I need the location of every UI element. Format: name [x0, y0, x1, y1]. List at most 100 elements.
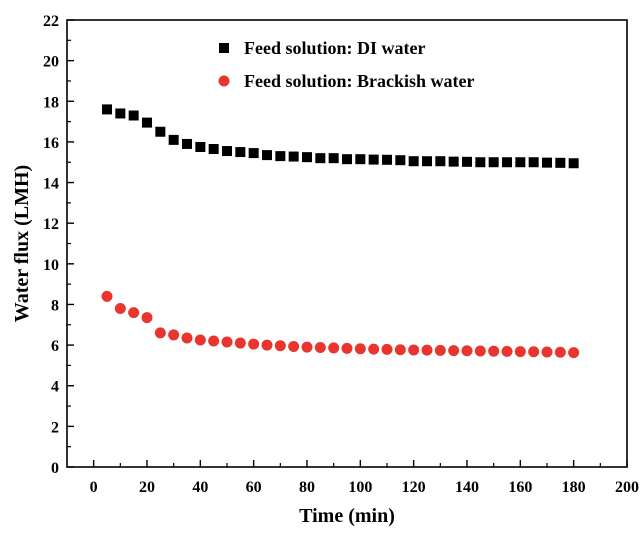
x-tick-label: 140 — [455, 479, 479, 496]
data-point — [501, 345, 513, 357]
x-tick-label: 80 — [299, 479, 315, 496]
data-point — [541, 346, 553, 358]
y-tick-label: 6 — [51, 338, 59, 355]
data-point — [208, 335, 220, 347]
data-point — [488, 157, 499, 168]
data-point — [381, 343, 393, 355]
data-point — [194, 334, 206, 346]
x-tick-label: 200 — [615, 479, 639, 496]
data-point — [355, 154, 366, 165]
data-point — [102, 104, 112, 115]
data-point — [235, 147, 246, 158]
series-brackish-water — [101, 290, 580, 359]
data-point — [195, 141, 206, 152]
y-tick-label: 20 — [43, 54, 59, 71]
data-point — [514, 346, 526, 358]
data-point — [528, 157, 539, 168]
data-point — [222, 146, 232, 157]
legend-marker — [219, 43, 229, 53]
x-tick-label: 40 — [192, 479, 208, 496]
y-tick-label: 12 — [43, 216, 59, 233]
y-tick-label: 4 — [51, 379, 59, 396]
y-axis-title: Water flux (LMH) — [11, 165, 33, 322]
data-point — [542, 157, 552, 168]
points-layer — [101, 104, 580, 359]
data-point — [128, 307, 140, 319]
data-point — [168, 329, 180, 341]
y-tick-label: 16 — [43, 135, 59, 152]
legend-label: Feed solution: DI water — [244, 38, 425, 58]
ticks-layer: 0 20 40 60 80 100 120 140 160 180 200 0 2 4 6 8 10 12 14 16… — [43, 13, 639, 496]
x-tick-label: 100 — [348, 479, 372, 496]
data-point — [434, 344, 446, 356]
y-tick-label: 0 — [51, 460, 59, 477]
data-point — [262, 150, 272, 161]
data-point — [341, 342, 353, 354]
x-tick-label: 120 — [402, 479, 426, 496]
data-point — [234, 337, 246, 349]
data-point — [502, 157, 512, 168]
data-point — [181, 332, 193, 344]
x-tick-label: 160 — [508, 479, 532, 496]
y-tick-label: 22 — [43, 13, 59, 30]
data-point — [114, 303, 126, 315]
data-point — [515, 157, 526, 168]
data-point — [128, 110, 139, 121]
x-tick-label: 0 — [90, 479, 98, 496]
data-point — [115, 108, 126, 119]
data-point — [368, 154, 379, 165]
data-point — [168, 134, 179, 145]
data-point — [368, 343, 380, 355]
data-point — [422, 156, 432, 167]
data-point — [288, 341, 300, 353]
data-point — [408, 344, 420, 356]
data-point — [275, 151, 286, 162]
data-point — [475, 157, 486, 168]
data-point — [528, 346, 540, 358]
data-point — [314, 342, 326, 354]
series-di-water — [102, 104, 579, 169]
data-point — [554, 346, 566, 358]
data-point — [274, 340, 286, 352]
data-point — [394, 344, 406, 356]
data-point — [488, 345, 500, 357]
data-point — [301, 341, 313, 353]
data-point — [141, 312, 153, 324]
data-point — [555, 157, 566, 168]
x-tick-label: 180 — [562, 479, 586, 496]
data-point — [302, 152, 312, 163]
data-point — [315, 153, 326, 164]
data-point — [182, 138, 192, 149]
data-point — [154, 327, 166, 339]
y-tick-label: 14 — [43, 176, 59, 193]
data-point — [208, 144, 219, 155]
data-point — [342, 154, 352, 165]
data-point — [461, 345, 473, 357]
data-point — [328, 342, 340, 354]
data-point — [101, 290, 113, 302]
data-point — [462, 156, 472, 167]
data-point — [382, 154, 392, 165]
data-point — [142, 117, 152, 128]
data-point — [448, 345, 460, 357]
y-tick-label: 10 — [43, 257, 59, 274]
data-point — [474, 345, 486, 357]
data-point — [395, 155, 406, 166]
x-tick-label: 60 — [246, 479, 262, 496]
y-tick-label: 2 — [51, 419, 59, 436]
data-point — [261, 339, 273, 351]
y-tick-label: 18 — [43, 94, 59, 111]
legend-marker — [218, 75, 230, 87]
x-tick-label: 20 — [139, 479, 155, 496]
data-point — [568, 347, 580, 359]
data-point — [408, 156, 419, 167]
data-point — [155, 126, 166, 137]
legend-label: Feed solution: Brackish water — [244, 71, 474, 91]
data-point — [354, 343, 366, 355]
legend: Feed solution: DI water Feed solution: Br… — [218, 38, 474, 91]
data-point — [248, 338, 260, 350]
data-point — [248, 148, 259, 159]
data-point — [328, 153, 339, 164]
